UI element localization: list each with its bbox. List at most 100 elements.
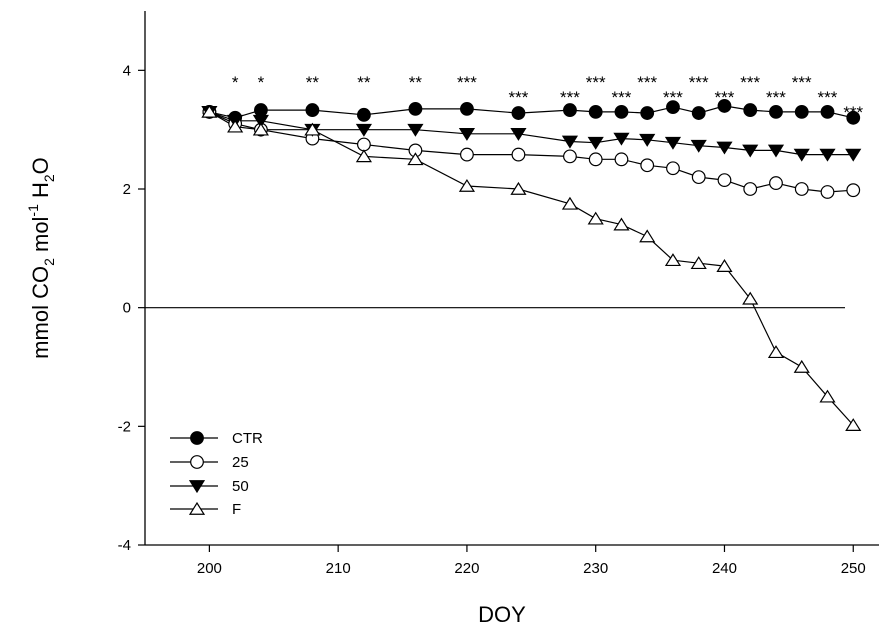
data-point-25 [511,147,526,162]
legend-label: 25 [232,454,249,471]
data-point-CTR [357,107,371,122]
data-point-50 [767,144,785,158]
data-point-F [587,211,604,225]
data-point-CTR [511,106,526,120]
legend-item-50: 50 [170,478,249,495]
y-axis-label-part: H [28,182,53,204]
data-point-CTR [563,103,577,117]
data-point-F [355,149,372,163]
data-point-CTR [794,104,809,119]
y-axis-label-part: -1 [25,204,41,217]
significance-marker: *** [740,73,760,92]
significance-marker: *** [843,103,863,122]
significance-marker: *** [663,88,683,107]
data-point-CTR [408,101,423,116]
legend: CTR 25 50 F [170,430,263,518]
data-point-CTR [588,104,603,119]
data-point-50 [716,141,733,155]
data-point-CTR [691,106,706,120]
data-point-F [767,345,785,359]
data-point-CTR [640,106,655,120]
x-tick-label: 240 [712,560,737,577]
series-line-F [209,111,854,426]
data-point-25 [691,170,706,185]
data-point-F [510,181,527,195]
legend-item-25: 25 [170,454,249,471]
data-point-F [819,389,836,403]
y-axis-label-part: 2 [41,174,57,182]
significance-marker: * [232,73,239,92]
data-point-25 [563,149,577,164]
data-point-F [845,418,862,431]
x-tick-label: 230 [583,560,608,577]
data-point-25 [357,137,371,152]
y-tick-label: 0 [123,300,131,317]
data-point-50 [355,123,372,137]
x-tick-label: 200 [197,560,222,577]
data-point-50 [793,148,810,162]
data-point-F [742,291,759,305]
data-point-50 [819,148,836,162]
data-point-25 [614,152,629,167]
y-axis-label-part: 2 [41,258,57,266]
legend-label: 50 [232,478,249,495]
significance-marker: ** [409,73,423,92]
legend-marker [188,501,206,515]
data-point-25 [588,152,603,167]
y-tick-label: -2 [118,418,131,435]
data-point-50 [664,136,682,150]
significance-marker: *** [792,73,812,92]
y-axis-label-part: mol [28,217,53,259]
data-point-CTR [305,103,320,117]
data-point-25 [846,183,861,198]
legend-item-F: F [170,501,241,518]
significance-marker: *** [689,73,709,92]
legend-marker [190,455,204,469]
data-point-F [407,152,424,166]
data-point-CTR [769,104,783,119]
data-point-CTR [717,99,732,113]
data-point-50 [458,127,476,141]
series-markers [201,99,862,431]
significance-marker: ** [306,73,320,92]
significance-marker: *** [818,88,838,107]
data-point-50 [845,148,862,162]
data-point-F [201,104,218,118]
legend-label: F [232,501,241,518]
y-tick-label: -4 [118,537,131,554]
significance-marker: *** [509,88,529,107]
data-point-F [458,178,476,192]
y-tick-label: 4 [123,62,131,79]
data-point-25 [666,161,680,176]
data-point-F [716,259,733,272]
data-point-50 [510,127,527,141]
data-point-25 [717,173,732,188]
data-point-50 [252,114,269,128]
data-point-50 [613,132,630,146]
data-point-50 [639,133,656,147]
legend-marker [188,480,206,494]
legend-item-CTR: CTR [170,430,263,447]
data-point-50 [561,135,579,149]
data-point-CTR [614,104,629,119]
significance-marker: *** [457,73,477,92]
data-point-50 [690,139,707,153]
y-axis-label: mmol CO2 mol-1 H2O [25,157,57,359]
significance-marker: *** [637,73,657,92]
data-point-25 [794,182,809,196]
x-tick-label: 250 [841,560,866,577]
y-axis-label-part: O [28,157,53,174]
significance-marker: *** [586,73,606,92]
data-point-25 [769,176,783,190]
data-point-F [304,122,321,136]
data-point-F [793,359,810,373]
y-axis-label-part: mmol CO [28,266,53,359]
x-tick-label: 210 [326,560,351,577]
significance-marker: *** [560,88,580,107]
data-point-F [561,196,579,210]
y-tick-label: 2 [123,181,131,198]
data-point-F [639,229,656,243]
data-point-25 [820,185,835,199]
significance-marker: *** [612,88,632,107]
